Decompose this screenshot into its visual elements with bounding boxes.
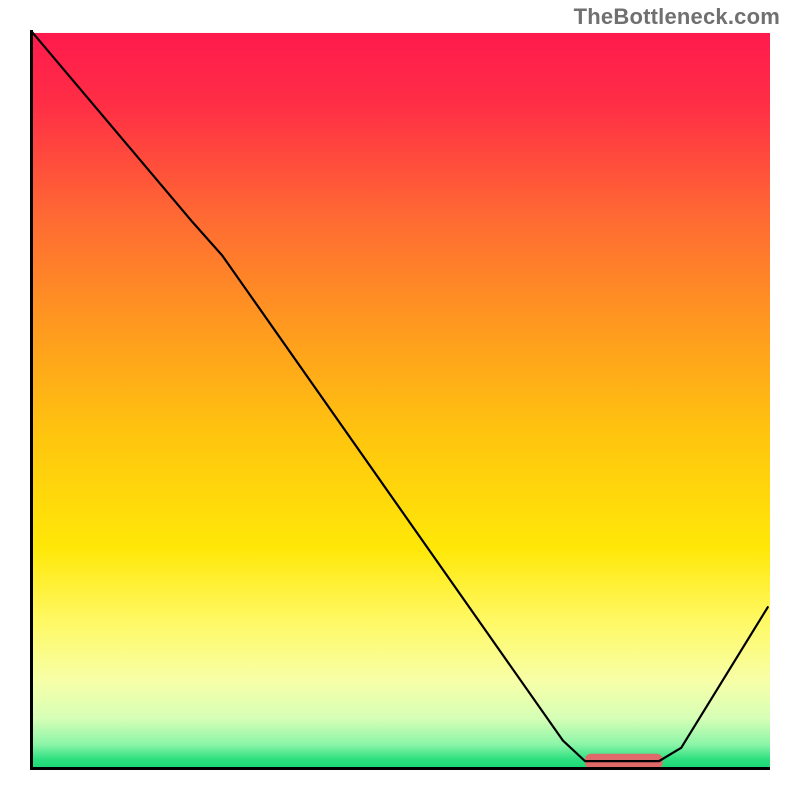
- chart-root: TheBottleneck.com: [0, 0, 800, 800]
- plot-area: [30, 30, 770, 770]
- plot-svg: [30, 30, 770, 770]
- watermark-text: TheBottleneck.com: [574, 4, 780, 30]
- gradient-background: [30, 33, 770, 770]
